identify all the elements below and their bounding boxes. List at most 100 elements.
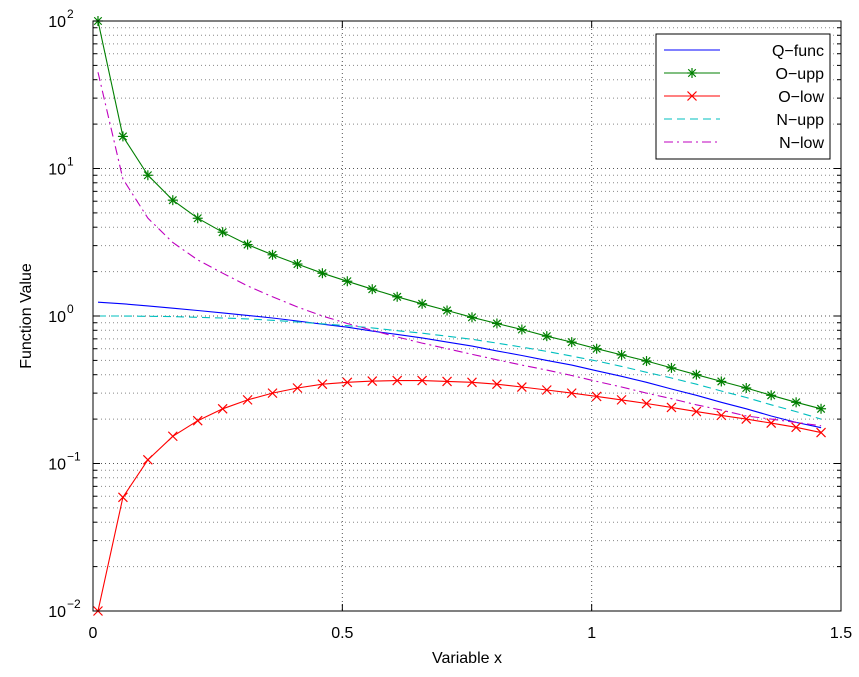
legend: Q−func O−upp O−low N−upp N−low [655,33,831,160]
marker-stroke [816,404,826,413]
star-marker [766,390,777,401]
star-marker [641,356,652,367]
star-marker [466,312,477,323]
marker-stroke [168,195,177,205]
y-tick-label: 10 0 [48,302,74,326]
star-marker [417,298,428,309]
marker-stroke [243,240,252,249]
legend-entry: O−upp [664,66,824,83]
marker-stroke [217,403,228,414]
x-marker [641,398,652,409]
x-marker [666,402,677,413]
marker-stroke [541,385,552,395]
series-1 [92,16,827,414]
y-tick-exponent: 2 [67,7,74,21]
y-tick-exponent: 0 [67,302,74,316]
marker-stroke [467,313,477,322]
star-marker [666,362,677,373]
ticks [92,20,842,612]
x-marker [242,394,253,405]
marker-stroke [167,431,178,442]
marker-stroke [516,382,527,392]
x-marker [417,375,428,386]
series-line [97,72,822,427]
marker-stroke [717,377,726,386]
marker-stroke [267,388,278,399]
legend-label: N−low [779,135,824,152]
marker-stroke [616,394,627,405]
series-layer [92,16,827,616]
legend-entry: O−low [664,89,824,106]
x-marker [167,431,178,442]
star-marker [741,382,752,393]
marker-stroke [142,454,153,465]
legend-entry: Q−func [664,43,824,60]
marker-stroke [791,398,801,407]
series-line [97,20,822,410]
marker-stroke [392,375,403,386]
y-tick-base: 10 [48,309,66,326]
marker-stroke [741,414,752,425]
star-marker [367,284,378,295]
y-tick-exponent: 1 [67,155,74,169]
y-tick-base: 10 [48,457,66,474]
marker-stroke [218,228,227,237]
x-marker [117,492,128,503]
x-marker [367,376,378,387]
marker-stroke [442,376,452,387]
legend-label: Q−func [772,43,824,60]
star-marker [142,170,153,181]
x-marker [142,454,153,465]
legend-entry: N−upp [664,112,824,129]
marker-stroke [617,350,626,360]
x-marker [317,379,328,390]
star-marker [716,376,727,387]
star-marker [541,331,552,342]
marker-stroke [393,292,402,301]
marker-stroke [268,250,277,259]
x-axis-label: Variable x [432,650,502,667]
star-marker [591,343,602,354]
x-marker [616,394,627,405]
star-marker [267,249,278,260]
x-marker [267,388,278,399]
x-tick-label: 0.5 [331,625,353,642]
marker-stroke [192,415,203,426]
marker-stroke [368,285,377,294]
y-tick-base: 10 [48,162,66,179]
marker-stroke [417,375,428,386]
marker-stroke [491,379,502,390]
marker-stroke [816,427,826,438]
marker-stroke [517,325,527,334]
star-marker [342,276,353,287]
x-marker [566,388,577,399]
star-marker [691,369,702,380]
x-marker [791,422,802,433]
x-marker [687,91,697,101]
marker-stroke [666,402,677,413]
x-tick-labels: 0 0.5 1 1.5 [89,625,853,642]
marker-stroke [742,383,751,393]
y-axis-label: Function Value [18,263,35,369]
x-marker [816,427,826,438]
x-marker [392,375,403,386]
marker-stroke [292,383,303,393]
legend-label: N−upp [776,112,824,129]
x-marker [591,391,602,402]
star-marker [566,337,577,348]
x-marker [766,418,777,428]
series-line [97,380,822,612]
star-marker [616,349,627,360]
marker-stroke [118,132,128,141]
star-marker [516,324,527,335]
x-marker [192,415,203,426]
x-marker [541,385,552,395]
star-marker [242,239,253,250]
marker-stroke [242,394,253,405]
x-marker [741,414,752,425]
x-marker [217,403,228,414]
y-tick-base: 10 [48,14,66,31]
series-line [98,315,822,420]
